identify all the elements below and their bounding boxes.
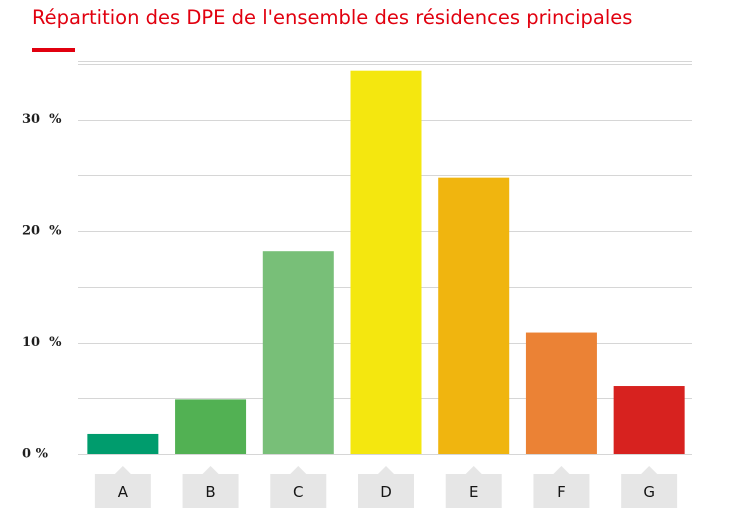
category-label-a: A: [118, 483, 129, 501]
category-label-d: D: [380, 483, 392, 501]
category-pointer: [641, 466, 658, 474]
category-box: [94, 474, 151, 508]
category-label-b: B: [205, 483, 215, 501]
chart-title: Répartition des DPE de l'ensemble des ré…: [32, 6, 633, 29]
y-tick-label: 30 %: [22, 112, 62, 127]
bar-d: [350, 70, 422, 454]
category-pointer: [202, 466, 219, 474]
category-box: [533, 474, 590, 508]
category-pointer: [553, 466, 570, 474]
category-pointer: [114, 466, 131, 474]
category-box: [270, 474, 327, 508]
title-accent-rule: [32, 48, 75, 52]
bar-b: [175, 399, 247, 454]
y-tick-label: 10 %: [22, 335, 62, 350]
category-pointer: [290, 466, 307, 474]
y-tick-label: 0 %: [22, 447, 49, 462]
category-box: [182, 474, 239, 508]
bar-e: [438, 177, 510, 454]
y-tick-label: 20 %: [22, 224, 62, 239]
category-box: [358, 474, 414, 508]
category-box: [445, 474, 502, 508]
category-pointer: [465, 466, 482, 474]
bar-c: [262, 251, 334, 454]
category-label-c: C: [293, 483, 303, 501]
category-pointer: [378, 466, 394, 474]
category-label-f: F: [557, 483, 566, 501]
bar-g: [613, 386, 685, 454]
bar-a: [87, 433, 159, 454]
bar-f: [525, 332, 597, 454]
category-label-e: E: [469, 483, 478, 501]
category-label-g: G: [643, 483, 655, 501]
category-box: [621, 474, 678, 508]
